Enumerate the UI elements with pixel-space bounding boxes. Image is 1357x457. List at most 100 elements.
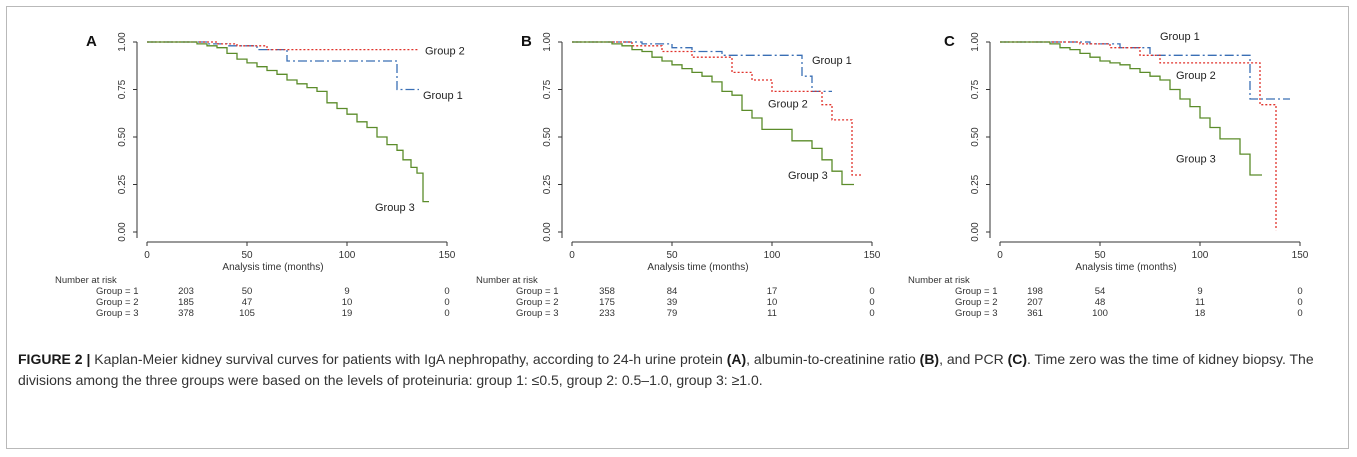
y-tick-label-c: 0.75	[970, 79, 981, 99]
risk-value-b: 358	[599, 286, 615, 297]
curve-label-c: Group 3	[1176, 154, 1216, 166]
x-tick-label-c: 100	[1192, 250, 1209, 261]
x-tick-label-a: 150	[439, 250, 456, 261]
risk-value-b: 175	[599, 297, 615, 308]
y-tick-label-c: 1.00	[970, 32, 981, 52]
risk-value-c: 198	[1027, 286, 1043, 297]
x-tick-label-c: 0	[997, 250, 1003, 261]
curve-label-c: Group 1	[1160, 31, 1200, 43]
risk-value-b: 11	[767, 308, 777, 319]
survival-curve-group-1-c	[1000, 41, 1290, 100]
risk-value-c: 361	[1027, 308, 1043, 319]
y-tick-label-a: 0.50	[117, 127, 128, 147]
y-tick-label-b: 0.50	[542, 127, 553, 147]
caption-text-4: . Time zero was the time of kidney biops…	[18, 351, 1314, 388]
risk-value-b: 0	[869, 286, 874, 297]
x-tick-label-a: 50	[241, 250, 253, 261]
x-tick-label-a: 100	[339, 250, 356, 261]
survival-curve-group-2-c	[1000, 41, 1277, 231]
curve-label-a: Group 1	[423, 90, 463, 102]
survival-curve-group-1-b	[572, 41, 832, 93]
risk-row-label-c: Group = 2	[955, 297, 998, 308]
caption-text-2: , albumin-to-creatinine ratio	[746, 351, 920, 367]
risk-value-c: 11	[1195, 297, 1205, 308]
risk-row-label-a: Group = 3	[96, 308, 139, 319]
risk-value-c: 0	[1297, 308, 1302, 319]
risk-value-b: 39	[667, 297, 678, 308]
x-tick-label-b: 50	[666, 250, 678, 261]
risk-row-label-a: Group = 1	[96, 286, 139, 297]
caption-ref-a: (A)	[726, 351, 747, 367]
risk-row-label-a: Group = 2	[96, 297, 139, 308]
risk-value-c: 54	[1095, 286, 1106, 297]
risk-table-title-b: Number at risk	[476, 275, 538, 286]
risk-value-b: 84	[667, 286, 678, 297]
risk-row-label-b: Group = 3	[516, 308, 559, 319]
x-axis-label-b: Analysis time (months)	[647, 262, 748, 273]
risk-value-a: 185	[178, 297, 194, 308]
y-tick-label-b: 0.75	[542, 79, 553, 99]
x-tick-label-c: 150	[1292, 250, 1309, 261]
risk-value-a: 0	[444, 286, 449, 297]
risk-value-b: 0	[869, 297, 874, 308]
risk-row-label-c: Group = 1	[955, 286, 998, 297]
survival-curve-group-3-b	[572, 41, 854, 186]
y-tick-label-a: 0.75	[117, 79, 128, 99]
curve-label-c: Group 2	[1176, 70, 1216, 82]
survival-curve-group-2-a	[147, 41, 419, 51]
y-tick-label-a: 1.00	[117, 32, 128, 52]
risk-value-a: 0	[444, 308, 449, 319]
risk-value-c: 207	[1027, 297, 1043, 308]
y-tick-label-b: 0.25	[542, 174, 553, 194]
caption-text-3: , and PCR	[939, 351, 1008, 367]
y-tick-label-c: 0.00	[970, 222, 981, 242]
risk-value-c: 48	[1095, 297, 1106, 308]
risk-value-c: 18	[1195, 308, 1206, 319]
curve-label-b: Group 1	[812, 55, 852, 67]
risk-value-a: 0	[444, 297, 449, 308]
risk-value-c: 0	[1297, 286, 1302, 297]
y-tick-label-b: 0.00	[542, 222, 553, 242]
x-axis-label-a: Analysis time (months)	[222, 262, 323, 273]
risk-value-b: 233	[599, 308, 615, 319]
risk-value-a: 50	[242, 286, 253, 297]
panel-letter-c: C	[944, 33, 955, 50]
caption-ref-c: (C)	[1007, 351, 1028, 367]
risk-table-title-c: Number at risk	[908, 275, 970, 286]
survival-curve-group-1-a	[147, 41, 419, 91]
x-tick-label-b: 0	[569, 250, 575, 261]
survival-curve-group-2-b	[572, 41, 862, 176]
risk-value-b: 10	[767, 297, 778, 308]
caption-text-1: Kaplan-Meier kidney survival curves for …	[90, 351, 727, 367]
risk-value-a: 105	[239, 308, 255, 319]
curve-label-b: Group 2	[768, 99, 808, 111]
caption-ref-b: (B)	[919, 351, 940, 367]
risk-value-a: 19	[342, 308, 353, 319]
curve-label-a: Group 2	[425, 45, 465, 57]
x-axis-label-c: Analysis time (months)	[1075, 262, 1176, 273]
figure-caption: FIGURE 2 | Kaplan-Meier kidney survival …	[18, 349, 1336, 391]
y-tick-label-b: 1.00	[542, 32, 553, 52]
risk-value-a: 47	[242, 297, 253, 308]
risk-value-a: 203	[178, 286, 194, 297]
y-tick-label-c: 0.50	[970, 127, 981, 147]
y-tick-label-a: 0.00	[117, 222, 128, 242]
risk-row-label-c: Group = 3	[955, 308, 998, 319]
risk-value-b: 79	[667, 308, 678, 319]
y-tick-label-c: 0.25	[970, 174, 981, 194]
risk-value-c: 100	[1092, 308, 1108, 319]
x-tick-label-b: 150	[864, 250, 881, 261]
risk-row-label-b: Group = 1	[516, 286, 559, 297]
figure-frame	[6, 6, 1349, 449]
x-tick-label-b: 100	[764, 250, 781, 261]
risk-value-b: 0	[869, 308, 874, 319]
panel-letter-a: A	[86, 33, 97, 50]
survival-curve-group-3-c	[1000, 41, 1262, 176]
risk-value-c: 0	[1297, 297, 1302, 308]
risk-value-c: 9	[1197, 286, 1202, 297]
y-tick-label-a: 0.25	[117, 174, 128, 194]
panel-letter-b: B	[521, 33, 532, 50]
figure-label: FIGURE 2 |	[18, 351, 91, 367]
x-tick-label-c: 50	[1094, 250, 1106, 261]
